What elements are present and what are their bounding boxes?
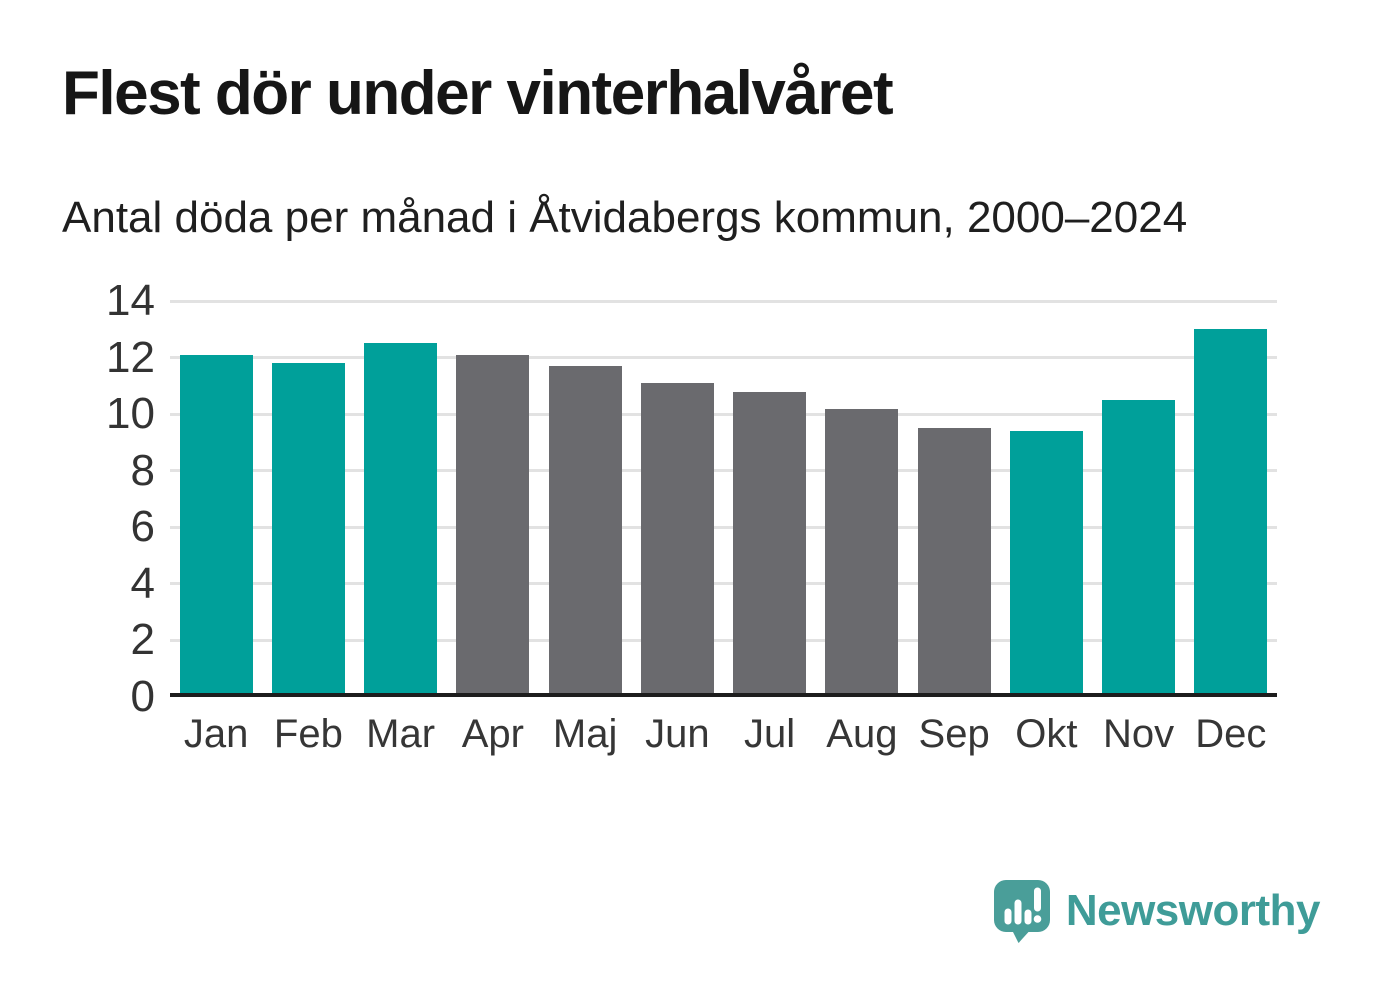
y-tick-label-12: 12	[106, 332, 155, 382]
x-tick-label-aug: Aug	[826, 712, 898, 756]
x-tick-label-jun: Jun	[645, 712, 710, 756]
x-tick-label-okt: Okt	[1015, 712, 1078, 756]
bar-slot-mar	[355, 301, 447, 697]
bar-slot-okt	[1000, 301, 1092, 697]
bar-slot-dec	[1185, 301, 1277, 697]
bar-mar	[364, 343, 438, 697]
bar-slot-maj	[539, 301, 631, 697]
bar-jun	[640, 383, 714, 697]
bar-slot-sep	[908, 301, 1000, 697]
bar-nov	[1102, 400, 1176, 697]
bar-dec	[1194, 329, 1268, 697]
bar-okt	[1009, 431, 1083, 697]
x-tick-label-sep: Sep	[918, 712, 990, 756]
newsworthy-logo-icon	[993, 880, 1050, 943]
y-tick-label-14: 14	[106, 276, 155, 325]
gridline-y4	[170, 582, 1277, 586]
gridline-y10	[170, 412, 1277, 416]
bar-jul	[733, 391, 807, 697]
bar-slot-nov	[1093, 301, 1185, 697]
bar-maj	[548, 366, 622, 697]
x-tick-label-feb: Feb	[273, 712, 343, 756]
y-tick-label-10: 10	[106, 389, 155, 439]
y-tick-label-8: 8	[130, 445, 155, 495]
gridline-y8	[170, 469, 1277, 473]
bar-slot-jul	[724, 301, 816, 697]
bar-slot-jun	[631, 301, 723, 697]
x-tick-label-mar: Mar	[366, 712, 436, 756]
bar-slot-aug	[816, 301, 908, 697]
y-tick-label-4: 4	[130, 558, 155, 608]
brand-footer: Newsworthy	[992, 878, 1321, 944]
x-axis-line	[170, 693, 1277, 697]
bar-aug	[825, 408, 899, 697]
y-tick-label-2: 2	[130, 615, 155, 665]
x-tick-label-maj: Maj	[552, 712, 618, 756]
y-tick-label-6: 6	[130, 502, 155, 552]
bar-apr	[456, 354, 530, 697]
chart-subtitle: Antal döda per månad i Åtvidabergs kommu…	[62, 193, 1188, 242]
bar-sep	[917, 428, 991, 697]
bar-slot-apr	[447, 301, 539, 697]
bar-slot-jan	[170, 301, 262, 697]
gridline-y14	[170, 299, 1277, 303]
gridline-y2	[170, 638, 1277, 642]
bar-slot-feb	[262, 301, 354, 697]
brand-name: Newsworthy	[1065, 886, 1321, 935]
bar-chart-plot-area	[170, 299, 1277, 697]
x-tick-label-jan: Jan	[183, 712, 249, 756]
x-tick-label-jul: Jul	[744, 712, 796, 756]
x-tick-label-dec: Dec	[1195, 712, 1267, 756]
gridline-y12	[170, 356, 1277, 360]
bar-feb	[271, 363, 345, 697]
bar-jan	[179, 354, 253, 697]
x-tick-label-apr: Apr	[461, 712, 524, 756]
gridline-y6	[170, 525, 1277, 529]
y-tick-label-0: 0	[130, 672, 155, 721]
page-title: Flest dör under vinterhalvåret	[62, 59, 894, 128]
x-tick-label-nov: Nov	[1103, 712, 1175, 756]
